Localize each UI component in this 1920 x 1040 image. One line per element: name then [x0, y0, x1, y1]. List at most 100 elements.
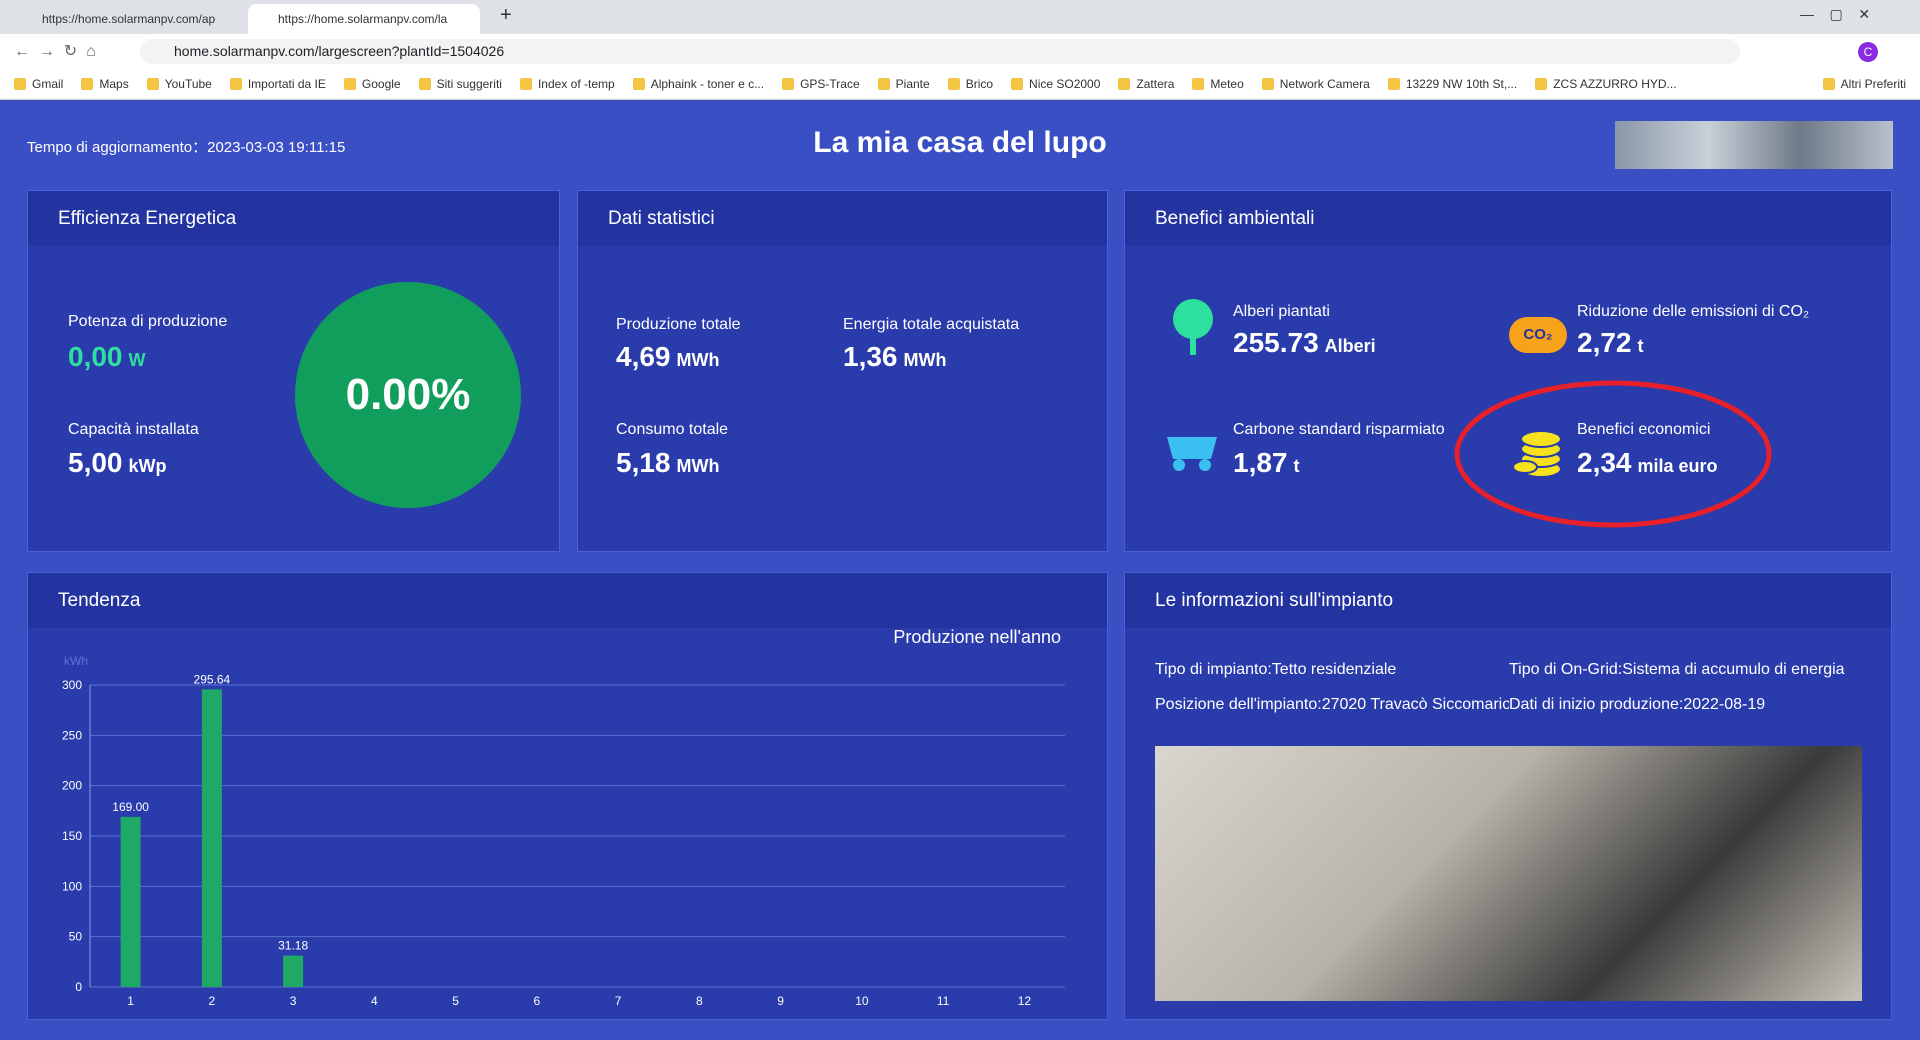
value-number: 4,69	[616, 341, 671, 372]
bookmark[interactable]: Index of -temp	[520, 77, 615, 91]
unit: MWh	[903, 350, 947, 370]
x-tick-label: 10	[855, 994, 869, 1008]
y-axis-label: kWh	[64, 654, 88, 668]
panel-title: Tendenza	[28, 573, 1107, 628]
y-tick-label: 300	[62, 678, 82, 692]
panel-title: Le informazioni sull'impianto	[1125, 573, 1891, 628]
label: Produzione totale	[616, 316, 741, 333]
value: 5,00 kWp	[68, 447, 167, 479]
value: 2,72 t	[1577, 327, 1644, 359]
value-number: 1,36	[843, 341, 898, 372]
tab-bar: https://home.solarmanpv.com/ap https://h…	[0, 0, 1920, 34]
info-field: Posizione dell'impianto:27020 Travacò Si…	[1155, 696, 1509, 713]
label: Energia totale acquistata	[843, 316, 1020, 333]
value: 1,36 MWh	[843, 341, 946, 373]
data-label: 295.64	[194, 672, 231, 686]
bookmark[interactable]: Meteo	[1192, 77, 1243, 91]
bookmark[interactable]: Brico	[948, 77, 993, 91]
unit: MWh	[676, 456, 720, 476]
bookmark[interactable]: Google	[344, 77, 401, 91]
bookmark[interactable]: Network Camera	[1262, 77, 1370, 91]
panel-title: Efficienza Energetica	[28, 191, 559, 246]
bar-chart: Produzione nell'anno kWh 0 50 100 150 200 250 30…	[62, 627, 1065, 1008]
efficiency-panel: Efficienza Energetica Potenza di produzi…	[27, 190, 560, 552]
unit: Alberi	[1324, 336, 1376, 356]
bookmark[interactable]: Alphaink - toner e c...	[633, 77, 764, 91]
x-tick-label: 4	[371, 994, 378, 1008]
value-number: 255.73	[1233, 327, 1319, 358]
other-bookmarks[interactable]: Altri Preferiti	[1823, 77, 1906, 91]
bookmark[interactable]: 13229 NW 10th St,...	[1388, 77, 1517, 91]
window-controls[interactable]: — ▢ ✕	[1800, 6, 1871, 22]
nav-buttons[interactable]: ← → ↻ ⌂	[14, 43, 96, 60]
panel-title: Benefici ambientali	[1125, 191, 1891, 246]
tab[interactable]: https://home.solarmanpv.com/la	[248, 4, 480, 34]
x-tick-label: 12	[1018, 994, 1032, 1008]
tree-icon	[1173, 299, 1213, 355]
value-number: 5,18	[616, 447, 671, 478]
y-tick-label: 0	[75, 980, 82, 994]
x-tick-label: 1	[127, 994, 134, 1008]
info-field: Dati di inizio produzione:2022-08-19	[1509, 696, 1766, 713]
bar	[283, 955, 304, 987]
x-tick-label: 6	[534, 994, 541, 1008]
y-tick-label: 250	[62, 728, 82, 742]
bar	[120, 816, 141, 987]
new-tab-button[interactable]: +	[500, 4, 512, 26]
bookmark[interactable]: Piante	[878, 77, 930, 91]
profile-avatar[interactable]: C	[1858, 42, 1878, 62]
value-number: 2,72	[1577, 327, 1632, 358]
unit: MWh	[676, 350, 720, 370]
value: 1,87 t	[1233, 447, 1300, 479]
y-tick-label: 100	[62, 879, 82, 893]
unit: t	[1637, 336, 1644, 356]
bookmark[interactable]: Importati da IE	[230, 77, 326, 91]
value-number: 0,00	[68, 341, 123, 372]
value-number: 1,87	[1233, 447, 1288, 478]
dashboard-title: La mia casa del lupo	[813, 126, 1107, 159]
y-tick-label: 150	[62, 829, 82, 843]
data-label: 169.00	[112, 800, 149, 814]
update-time: Tempo di aggiornamento：2023-03-03 19:11:…	[27, 136, 345, 157]
x-tick-label: 2	[209, 994, 216, 1008]
plant-photo	[1155, 746, 1862, 1001]
unit: W	[128, 350, 146, 370]
coins-icon	[1512, 430, 1562, 478]
efficiency-gauge: 0.00%	[295, 282, 521, 508]
x-tick-label: 5	[452, 994, 459, 1008]
tab[interactable]: https://home.solarmanpv.com/ap	[42, 12, 216, 26]
panel-title: Dati statistici	[578, 191, 1107, 246]
label: Potenza di produzione	[68, 313, 228, 330]
bookmark[interactable]: GPS-Trace	[782, 77, 860, 91]
bookmark[interactable]: Nice SO2000	[1011, 77, 1100, 91]
unit: kWp	[128, 456, 167, 476]
y-tick-label: 50	[69, 930, 83, 944]
info-field: Tipo di On-Grid:Sistema di accumulo di e…	[1509, 661, 1845, 678]
label: Riduzione delle emissioni di CO₂	[1577, 303, 1810, 320]
bookmarks-bar: Gmail Maps YouTube Importati da IE Google Sit…	[0, 69, 1920, 100]
bookmark[interactable]: Maps	[81, 77, 128, 91]
cart-icon	[1167, 437, 1217, 471]
trend-panel: Tendenza Produzione nell'anno kWh 0 50 100 15…	[27, 572, 1108, 1020]
bookmark[interactable]: ZCS AZZURRO HYD...	[1535, 77, 1676, 91]
x-tick-label: 8	[696, 994, 703, 1008]
bookmark[interactable]: Siti suggeriti	[419, 77, 502, 91]
highlight-ellipse	[1454, 380, 1772, 528]
label: Alberi piantati	[1233, 303, 1330, 320]
address-bar[interactable]: home.solarmanpv.com/largescreen?plantId=…	[140, 39, 1740, 64]
value: 5,18 MWh	[616, 447, 719, 479]
info-panel: Le informazioni sull'impianto Tipo di im…	[1124, 572, 1892, 1020]
value-number: 5,00	[68, 447, 123, 478]
bookmark[interactable]: YouTube	[147, 77, 212, 91]
update-label: Tempo di aggiornamento：	[27, 139, 208, 156]
value-number: 2,34	[1577, 447, 1632, 478]
data-label: 31.18	[278, 939, 308, 953]
bookmark[interactable]: Gmail	[14, 77, 63, 91]
label: Consumo totale	[616, 421, 729, 438]
label: Carbone standard risparmiato	[1233, 421, 1445, 438]
value: 0,00 W	[68, 341, 146, 373]
bookmark[interactable]: Zattera	[1118, 77, 1174, 91]
plant-thumbnail	[1615, 121, 1893, 169]
bar	[201, 689, 222, 987]
